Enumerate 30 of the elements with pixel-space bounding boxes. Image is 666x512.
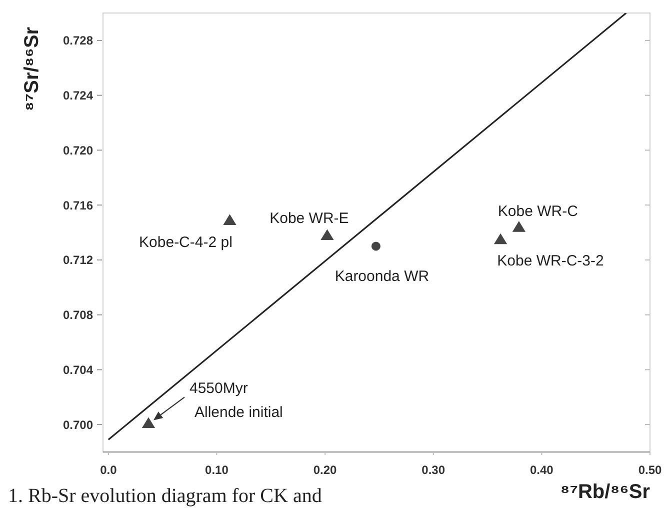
point [512, 221, 526, 232]
y-tick-label: 0.716 [62, 198, 94, 212]
y-tick-label: 0.728 [62, 34, 94, 48]
y-tick-label: 0.724 [62, 88, 94, 103]
point [142, 417, 156, 428]
y-tick-label: 0.708 [62, 308, 94, 322]
point [494, 233, 508, 244]
x-tick-label: 0.30 [422, 463, 446, 477]
x-tick-label: 0.10 [205, 463, 229, 477]
y-tick-label: 0.704 [62, 362, 94, 377]
y-tick-label: 0.720 [62, 143, 94, 158]
annotation: Kobe-C-4-2 pl [139, 234, 232, 252]
annotation: Kobe WR-C [498, 203, 578, 220]
text: 1. Rb-Sr evolution diagram for CK and [8, 485, 322, 507]
x-axis-title: ⁸⁷Rb/⁸⁶Sr [560, 481, 650, 503]
point [371, 242, 380, 251]
annotation: Allende initial [194, 404, 283, 422]
annotation: Karoonda WR [334, 268, 430, 286]
annotation: Kobe WR-C-3-2 [497, 252, 604, 270]
x-tick-label: 0.0 [100, 463, 118, 477]
x-tick-label: 0.40 [530, 463, 554, 477]
point [320, 229, 334, 240]
annotation: Kobe WR-E [270, 210, 349, 228]
y-tick-label: 0.700 [62, 418, 94, 432]
y-tick-label: 0.712 [62, 253, 94, 268]
y-axis-title: ⁸⁷Sr/⁸⁶Sr [21, 26, 43, 112]
x-tick-label: 0.50 [638, 463, 662, 477]
point [223, 214, 236, 225]
annotation: 4550Myr [189, 380, 248, 398]
x-tick-label: 0.20 [313, 463, 338, 477]
